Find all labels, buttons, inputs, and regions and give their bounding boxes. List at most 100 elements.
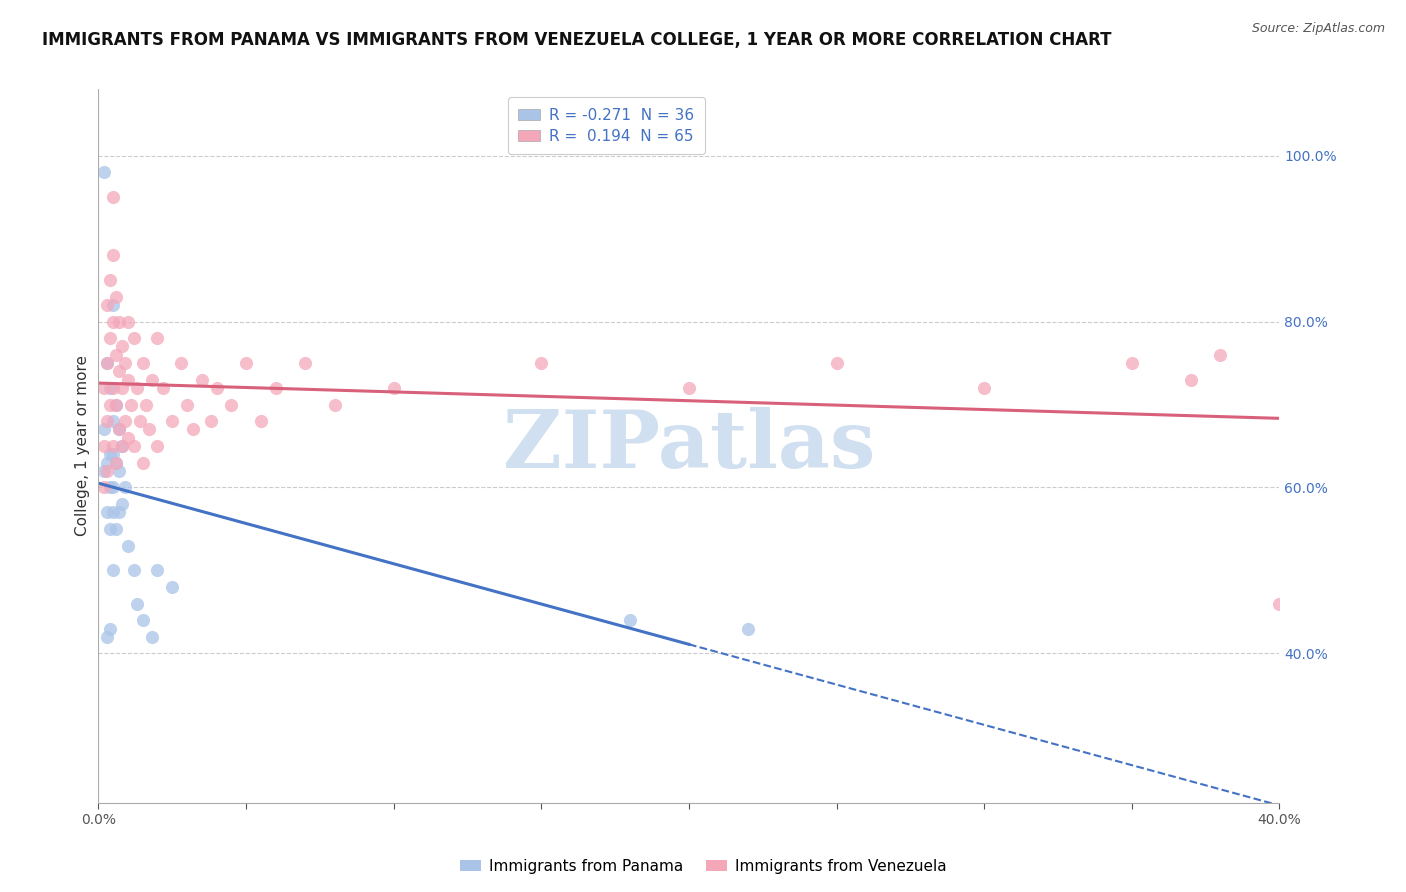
Point — [93, 422, 115, 436]
Point — [108, 364, 131, 378]
Point — [294, 356, 316, 370]
Point — [96, 456, 118, 470]
Point — [96, 505, 118, 519]
Point — [105, 456, 128, 470]
Point — [98, 447, 121, 461]
Point — [111, 439, 134, 453]
Point — [117, 373, 139, 387]
Point — [96, 630, 118, 644]
Point — [105, 397, 128, 411]
Point — [128, 414, 150, 428]
Point — [98, 522, 121, 536]
Point — [825, 356, 848, 370]
Point — [93, 481, 115, 495]
Point — [125, 597, 148, 611]
Point — [114, 481, 136, 495]
Point — [111, 439, 134, 453]
Point — [108, 464, 131, 478]
Point — [205, 381, 228, 395]
Point — [152, 381, 174, 395]
Point — [93, 439, 115, 453]
Point — [678, 381, 700, 395]
Point — [135, 397, 157, 411]
Point — [93, 381, 115, 395]
Point — [96, 414, 118, 428]
Point — [181, 422, 204, 436]
Point — [1121, 356, 1143, 370]
Point — [103, 564, 125, 578]
Y-axis label: College, 1 year or more: College, 1 year or more — [75, 356, 90, 536]
Point — [103, 314, 125, 328]
Point — [235, 356, 257, 370]
Point — [146, 439, 169, 453]
Point — [103, 248, 125, 262]
Point — [162, 580, 183, 594]
Point — [146, 564, 169, 578]
Point — [96, 298, 118, 312]
Point — [98, 381, 121, 395]
Point — [122, 331, 145, 345]
Point — [200, 414, 222, 428]
Point — [105, 397, 128, 411]
Point — [114, 414, 136, 428]
Point — [170, 356, 193, 370]
Point — [114, 356, 136, 370]
Point — [98, 397, 121, 411]
Point — [103, 481, 125, 495]
Point — [103, 190, 125, 204]
Point — [108, 505, 131, 519]
Point — [117, 539, 139, 553]
Point — [264, 381, 287, 395]
Point — [1209, 348, 1232, 362]
Point — [103, 505, 125, 519]
Point — [1180, 373, 1202, 387]
Point — [98, 481, 121, 495]
Point — [103, 414, 125, 428]
Point — [108, 314, 131, 328]
Point — [323, 397, 346, 411]
Point — [103, 439, 125, 453]
Point — [117, 431, 139, 445]
Point — [132, 456, 155, 470]
Point — [530, 356, 553, 370]
Point — [132, 613, 155, 627]
Point — [98, 331, 121, 345]
Point — [162, 414, 183, 428]
Point — [250, 414, 273, 428]
Point — [103, 381, 125, 395]
Point — [973, 381, 995, 395]
Point — [103, 298, 125, 312]
Point — [98, 622, 121, 636]
Point — [219, 397, 242, 411]
Point — [105, 348, 128, 362]
Point — [93, 165, 115, 179]
Point — [122, 564, 145, 578]
Point — [96, 356, 118, 370]
Point — [96, 356, 118, 370]
Point — [619, 613, 641, 627]
Point — [111, 381, 134, 395]
Point — [111, 497, 134, 511]
Text: Source: ZipAtlas.com: Source: ZipAtlas.com — [1251, 22, 1385, 36]
Point — [125, 381, 148, 395]
Point — [105, 456, 128, 470]
Point — [108, 422, 131, 436]
Text: IMMIGRANTS FROM PANAMA VS IMMIGRANTS FROM VENEZUELA COLLEGE, 1 YEAR OR MORE CORR: IMMIGRANTS FROM PANAMA VS IMMIGRANTS FRO… — [42, 31, 1112, 49]
Text: ZIPatlas: ZIPatlas — [503, 407, 875, 485]
Point — [105, 522, 128, 536]
Point — [122, 439, 145, 453]
Point — [176, 397, 198, 411]
Point — [98, 273, 121, 287]
Point — [108, 422, 131, 436]
Legend: R = -0.271  N = 36, R =  0.194  N = 65: R = -0.271 N = 36, R = 0.194 N = 65 — [508, 97, 704, 154]
Point — [146, 331, 169, 345]
Point — [105, 290, 128, 304]
Point — [138, 422, 160, 436]
Point — [93, 464, 115, 478]
Legend: Immigrants from Panama, Immigrants from Venezuela: Immigrants from Panama, Immigrants from … — [454, 853, 952, 880]
Point — [111, 339, 134, 353]
Point — [132, 356, 155, 370]
Point — [1268, 597, 1291, 611]
Point — [103, 447, 125, 461]
Point — [737, 622, 759, 636]
